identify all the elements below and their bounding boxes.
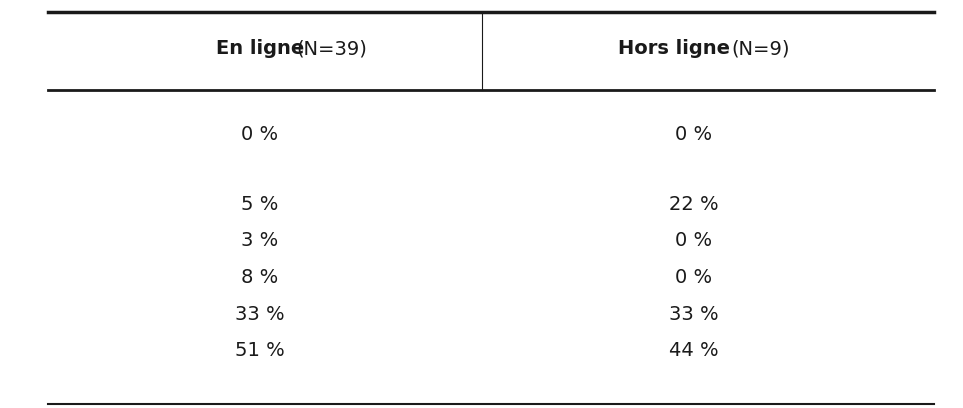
Text: 0 %: 0 % [675,268,712,287]
Text: 0 %: 0 % [242,125,278,144]
Text: 3 %: 3 % [242,231,278,250]
Text: 22 %: 22 % [668,195,718,213]
Text: 0 %: 0 % [675,125,712,144]
Text: 33 %: 33 % [235,305,285,324]
Text: (N=9): (N=9) [732,40,790,58]
Text: Hors ligne: Hors ligne [618,40,730,58]
Text: 33 %: 33 % [668,305,718,324]
Text: 5 %: 5 % [242,195,278,213]
Text: 51 %: 51 % [235,341,285,360]
Text: 8 %: 8 % [242,268,278,287]
Text: 0 %: 0 % [675,231,712,250]
Text: En ligne: En ligne [216,40,304,58]
Text: 44 %: 44 % [668,341,718,360]
Text: (N=39): (N=39) [297,40,368,58]
